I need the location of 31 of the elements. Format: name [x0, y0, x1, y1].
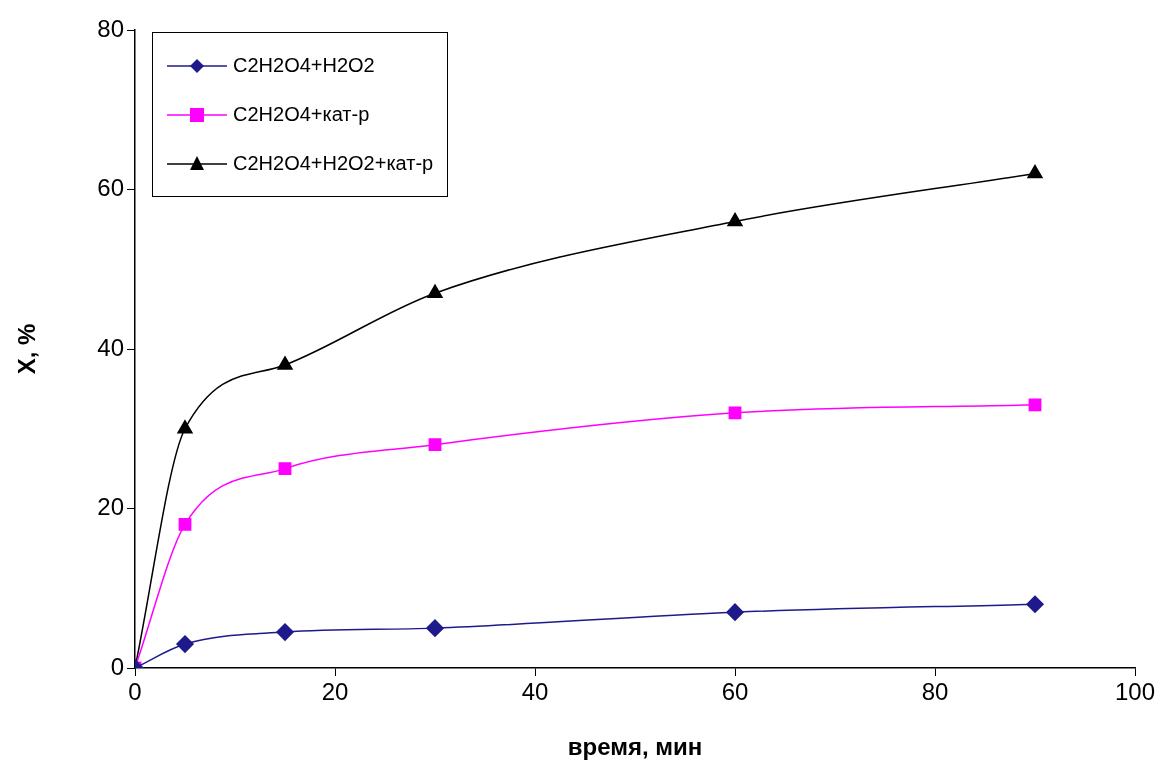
point [428, 438, 442, 452]
point [427, 284, 443, 298]
x-tick-label: 40 [521, 678, 549, 706]
point [277, 356, 293, 370]
x-tick-label: 20 [321, 678, 349, 706]
y-tick-label: 40 [97, 333, 124, 361]
x-tick-label: 80 [921, 678, 949, 706]
y-tick-label: 0 [110, 652, 124, 680]
y-axis-title: X, % [13, 323, 41, 375]
x-axis-title: время, мин [567, 733, 703, 761]
point [728, 406, 742, 420]
point [177, 420, 193, 434]
point [726, 603, 744, 621]
x-tick-label: 60 [721, 678, 749, 706]
y-tick-label: 20 [97, 493, 124, 521]
point [176, 635, 194, 653]
point [1026, 595, 1044, 613]
point [727, 212, 743, 227]
point [276, 623, 294, 641]
point [278, 462, 292, 476]
legend-label: C2H2O4+H2O2 [233, 54, 375, 77]
legend-label: C2H2O4+H2O2+кат-р [233, 152, 434, 175]
legend-label: C2H2O4+кат-р [233, 103, 370, 126]
x-tick-label: 100 [1114, 678, 1156, 706]
point [1028, 398, 1042, 412]
y-tick-label: 60 [97, 174, 124, 202]
point [426, 619, 444, 637]
y-tick-label: 80 [97, 14, 124, 42]
point [1027, 164, 1043, 179]
point [178, 518, 192, 531]
x-tick-label: 0 [128, 678, 142, 706]
